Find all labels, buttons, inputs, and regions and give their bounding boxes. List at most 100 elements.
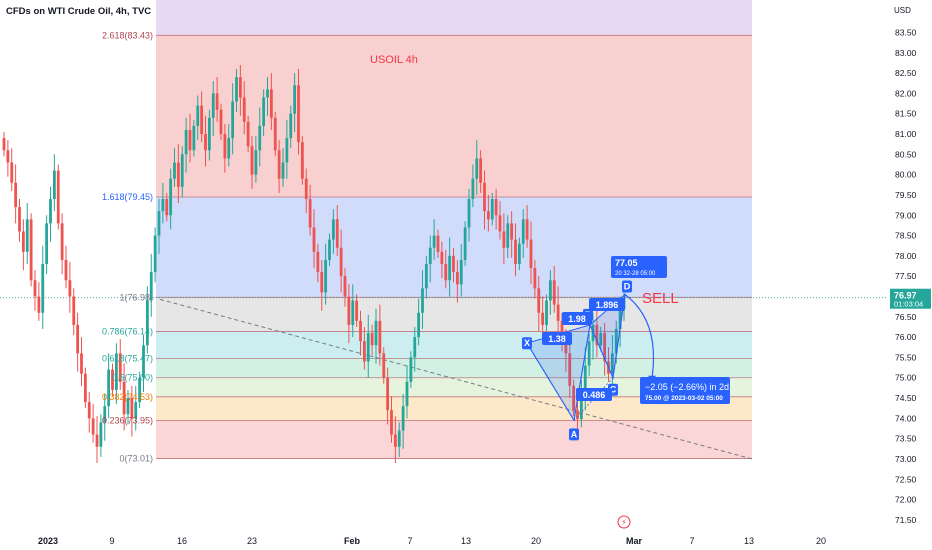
candle-body <box>490 199 494 220</box>
candle-body <box>169 178 173 216</box>
candle-body <box>87 402 91 419</box>
candle-body <box>165 199 169 216</box>
fib-level-label: 0.382(74.53) <box>102 392 153 402</box>
candle-body <box>428 247 432 264</box>
pattern-point-label: D <box>624 281 631 291</box>
candle-body <box>397 430 401 447</box>
candle-body <box>211 93 215 118</box>
candle-body <box>517 243 521 264</box>
candle-body <box>200 105 204 135</box>
candle-body <box>587 341 591 366</box>
pattern-point-label: X <box>524 338 530 348</box>
price-tick: 83.50 <box>895 27 917 37</box>
fib-zone <box>156 358 752 378</box>
price-tick: 76.00 <box>895 332 917 342</box>
candle-body <box>254 150 258 175</box>
overlay: 77.05 20 32-28 05:00 −2.05 (−2.66%) in 2d 7… <box>6 6 730 404</box>
candle-body <box>552 280 556 305</box>
candle-body <box>405 381 409 407</box>
candle-body <box>564 341 568 354</box>
candle-body <box>320 272 324 293</box>
result-time: 75.00 @ 2023-03-02 05:00 <box>645 395 723 402</box>
candle-body <box>223 134 227 159</box>
candle-body <box>207 117 211 151</box>
candle-body <box>506 223 510 248</box>
price-tick: 74.00 <box>895 413 917 423</box>
time-tick: 2023 <box>38 536 58 546</box>
candle-body <box>355 300 359 321</box>
candle-body <box>83 373 87 403</box>
lightning-glyph: ⚡ <box>621 518 627 527</box>
candle-body <box>76 324 80 354</box>
candle-body <box>33 280 37 297</box>
candle-body <box>339 247 343 277</box>
candle-body <box>444 264 448 281</box>
candle-body <box>204 134 207 151</box>
candle-body <box>595 324 599 346</box>
candle-body <box>289 113 293 139</box>
candle-body <box>52 170 56 200</box>
candle-body <box>25 219 29 252</box>
pattern-ratio: 1.38 <box>548 334 566 344</box>
fib-level-label: 1.618(79.45) <box>102 192 153 202</box>
candle-body <box>316 251 320 273</box>
candle-body <box>421 288 424 313</box>
candle-body <box>37 296 41 313</box>
candle-body <box>114 353 118 390</box>
candle-body <box>242 97 246 122</box>
fib-level-label: 0.786(76.14) <box>102 326 153 336</box>
price-axis-bg <box>888 0 932 550</box>
time-axis: 2023 9 16 23 Feb 7 13 20 Mar 7 13 20 ⚡ <box>0 515 888 550</box>
candle-body <box>312 227 316 252</box>
price-tick: 75.50 <box>895 352 917 362</box>
candle-body <box>126 398 130 415</box>
candle-body <box>560 320 564 342</box>
candle-body <box>68 280 72 297</box>
fib-level-label: 2.618(83.43) <box>102 30 153 40</box>
fib-zone <box>156 396 752 421</box>
candle-body <box>390 410 393 435</box>
candle-body <box>107 369 111 407</box>
pattern-ratio-badge <box>562 312 592 325</box>
candle-body <box>10 162 14 183</box>
candle-body <box>374 320 378 346</box>
price-tick: 77.50 <box>895 271 917 281</box>
candle-body <box>188 129 192 151</box>
chart-title: USOIL 4h <box>370 54 418 66</box>
candles <box>2 64 626 464</box>
result-badge <box>640 377 730 404</box>
candle-body <box>614 328 618 354</box>
price-tick: 75.00 <box>895 373 917 383</box>
pattern-ratio: 1.896 <box>596 300 619 310</box>
fib-zone <box>156 420 752 459</box>
price-tick: 79.00 <box>895 210 917 220</box>
candle-body <box>413 337 417 358</box>
pattern-point-badge <box>622 280 632 293</box>
candle-body <box>103 406 107 423</box>
current-price-value: 76.97 <box>894 291 917 301</box>
price-tick: 82.50 <box>895 68 917 78</box>
fib-zone <box>156 331 752 359</box>
candle-body <box>273 117 277 151</box>
candle-body <box>134 402 138 419</box>
time-tick: 16 <box>177 536 187 546</box>
candle-body <box>545 300 548 325</box>
candle-body <box>471 178 475 200</box>
time-tick: 20 <box>531 536 541 546</box>
candle-body <box>479 158 483 183</box>
candle-body <box>514 239 517 264</box>
fib-level-label: 0.236(73.95) <box>102 415 153 425</box>
time-tick: 9 <box>109 536 114 546</box>
candle-body <box>235 77 238 102</box>
price-axis: USD 71.50 72.00 72.50 73.00 73.50 74.00 74.50 75… <box>888 0 932 550</box>
candle-body <box>351 300 355 325</box>
candle-body <box>153 235 157 273</box>
candle-body <box>64 259 68 281</box>
candle-body <box>366 333 370 362</box>
candle-body <box>80 353 83 374</box>
candle-body <box>463 227 467 260</box>
candle-body <box>91 418 95 435</box>
price-tick: 81.00 <box>895 129 917 139</box>
candle-body <box>537 288 541 313</box>
